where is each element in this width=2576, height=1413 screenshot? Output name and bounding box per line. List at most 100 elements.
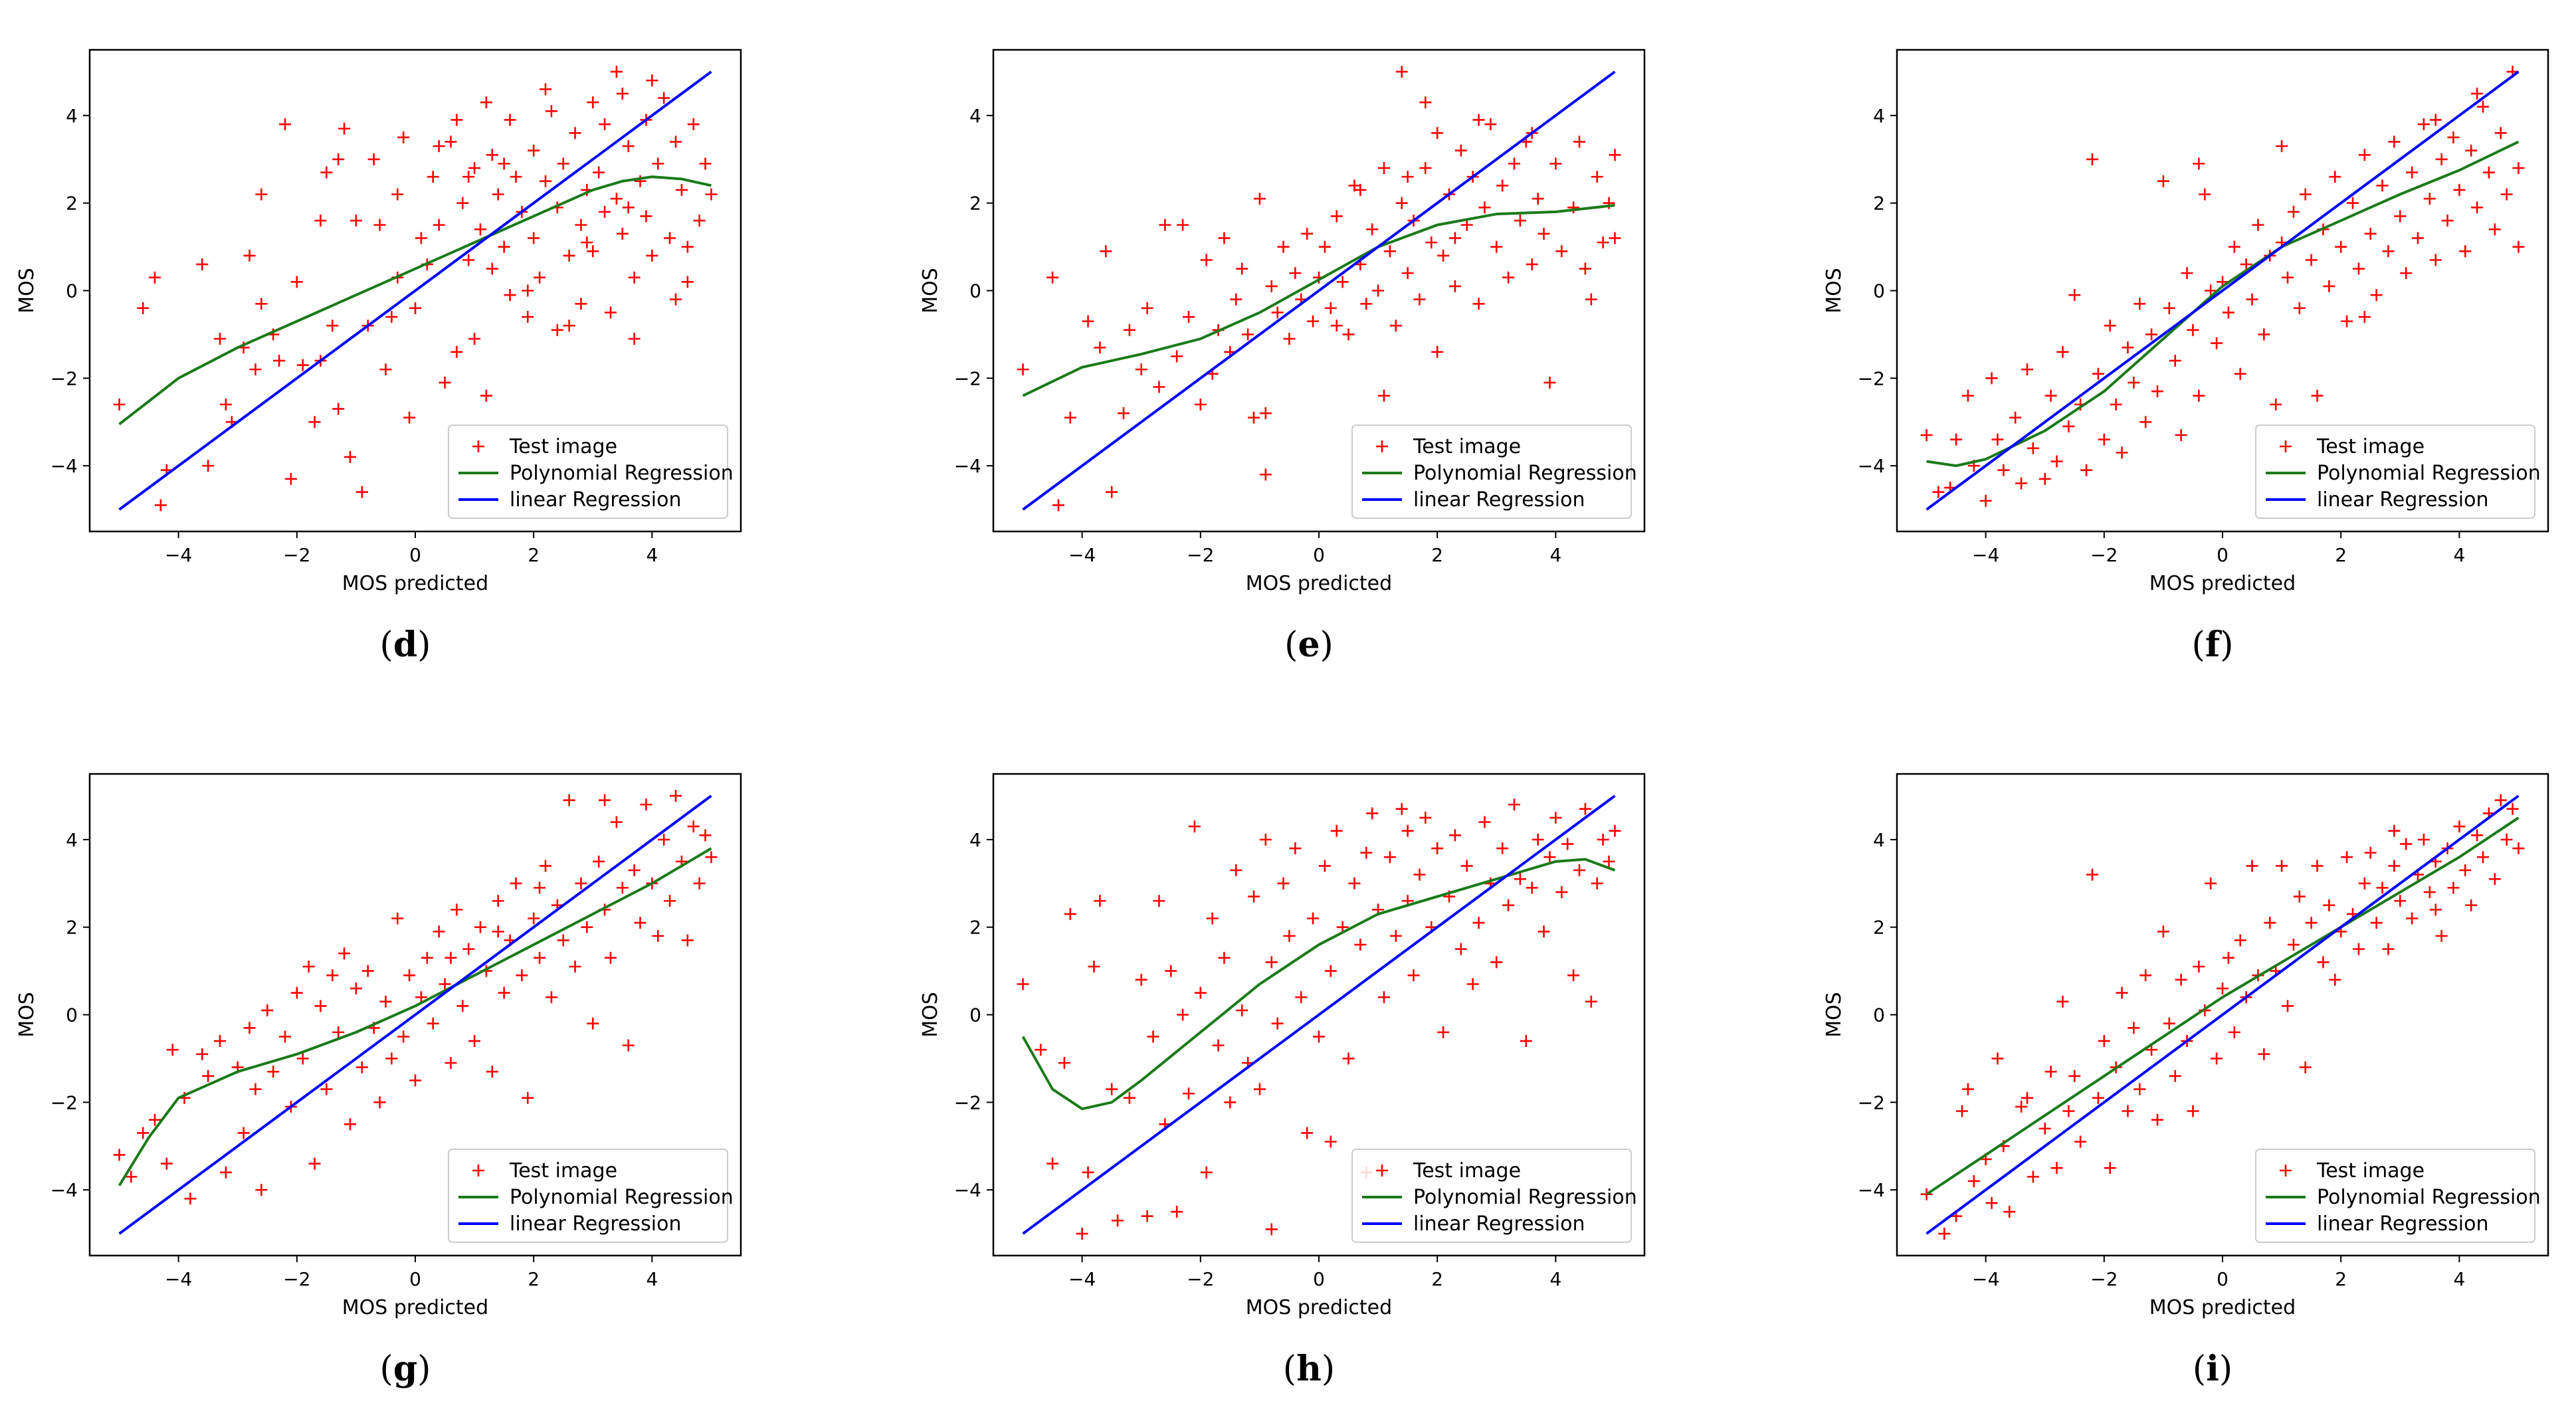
- scatter-point: [2329, 973, 2341, 986]
- scatter-point: [421, 951, 433, 964]
- scatter-point: [2364, 846, 2377, 859]
- scatter-point: [628, 271, 641, 284]
- x-tick-label: −4: [1068, 544, 1096, 566]
- scatter-point: [320, 166, 333, 179]
- scatter-point: [2068, 1070, 2081, 1082]
- scatter-point: [2169, 354, 2181, 367]
- scatter-point: [2400, 267, 2413, 280]
- scatter-point: [634, 175, 646, 187]
- scatter-point: [640, 210, 652, 223]
- scatter-point: [2494, 794, 2507, 806]
- y-tick-label: 4: [969, 105, 981, 127]
- scatter-point: [581, 921, 593, 933]
- y-tick-label: 0: [1873, 1004, 1885, 1026]
- scatter-point: [1389, 320, 1402, 332]
- x-tick-label: 2: [1431, 544, 1443, 566]
- scatter-point: [534, 271, 546, 284]
- scatter-point: [2358, 877, 2371, 890]
- scatter-point: [2038, 472, 2051, 485]
- scatter-point: [344, 450, 356, 463]
- scatter-point: [433, 140, 445, 152]
- x-tick-label: −2: [1187, 1268, 1214, 1290]
- scatter-point: [2128, 376, 2140, 389]
- scatter-point: [2234, 934, 2246, 947]
- scatter-point: [267, 1066, 280, 1078]
- scatter-point: [1171, 1206, 1183, 1218]
- scatter-point: [699, 829, 712, 842]
- scatter-point: [2376, 179, 2389, 192]
- scatter-point: [2252, 219, 2264, 231]
- scatter-point: [1532, 193, 1544, 205]
- scatter-point: [616, 227, 629, 240]
- scatter-point: [1555, 245, 1568, 258]
- scatter-point: [2027, 1171, 2039, 1183]
- scatter-point: [1938, 1228, 1951, 1240]
- scatter-point: [214, 333, 226, 345]
- scatter-point: [2506, 802, 2519, 815]
- y-tick-label: 2: [1873, 917, 1885, 939]
- scatter-point: [534, 882, 546, 894]
- scatter-point: [1520, 1035, 1532, 1048]
- y-tick-label: −2: [50, 1091, 78, 1113]
- panel-label-e: (e): [1284, 624, 1334, 665]
- scatter-point: [2050, 1162, 2063, 1175]
- scatter-point: [492, 895, 504, 907]
- scatter-point: [2175, 973, 2187, 986]
- scatter-point: [2447, 882, 2460, 894]
- scatter-point: [693, 215, 706, 227]
- legend-marker-scatter: [1376, 1165, 1388, 1177]
- scatter-point: [1301, 227, 1314, 240]
- scatter-point: [1537, 925, 1550, 938]
- scatter-point: [1230, 293, 1242, 306]
- scatter-point: [2500, 833, 2513, 846]
- scatter-point: [2074, 1135, 2087, 1148]
- polynomial-regression-line: [118, 175, 712, 426]
- scatter-point: [1017, 363, 1029, 376]
- scatter-point: [658, 833, 670, 846]
- scatter-point: [2352, 943, 2365, 955]
- scatter-point: [658, 92, 670, 104]
- scatter-point: [196, 258, 209, 270]
- scatter-point: [1218, 951, 1231, 964]
- scatter-point: [2092, 1091, 2104, 1104]
- x-tick-label: −2: [2090, 1268, 2118, 1290]
- scatter-point: [184, 1192, 197, 1205]
- scatter-point: [2376, 882, 2389, 894]
- scatter-point: [202, 1070, 215, 1082]
- scatter-point: [2228, 240, 2240, 253]
- scatter-point: [2311, 389, 2324, 402]
- scatter-point: [427, 1017, 439, 1030]
- scatter-point: [2205, 284, 2217, 297]
- scatter-point: [1123, 1091, 1136, 1104]
- panel-label-f: (f): [2191, 624, 2234, 665]
- x-tick-label: 2: [528, 1268, 540, 1290]
- scatter-point: [2021, 363, 2033, 376]
- scatter-point: [1194, 398, 1207, 411]
- x-tick-label: 2: [2335, 1268, 2347, 1290]
- scatter-point: [1295, 991, 1308, 1004]
- scatter-point: [2086, 868, 2098, 881]
- scatter-point: [2163, 302, 2175, 314]
- chart-i: −4 −2 0 2 4 4 2 0 −2 −4 MOS predicted MOS Test image…: [1823, 773, 2549, 1319]
- x-tick-label: −2: [2090, 544, 2118, 566]
- scatter-point: [2370, 917, 2383, 929]
- scatter-point: [1153, 895, 1165, 907]
- scatter-point: [2092, 367, 2104, 380]
- scatter-point: [545, 991, 557, 1004]
- scatter-point: [1401, 171, 1414, 183]
- scatter-point: [1064, 907, 1076, 920]
- scatter-point: [593, 855, 605, 868]
- x-tick-label: −4: [165, 1268, 192, 1290]
- scatter-point: [1100, 245, 1112, 258]
- scatter-point: [439, 978, 451, 990]
- scatter-point: [433, 925, 445, 938]
- scatter-point: [2465, 899, 2478, 911]
- scatter-point: [1395, 802, 1408, 815]
- scatter-point: [1342, 1052, 1355, 1065]
- scatter-point: [1112, 1214, 1124, 1227]
- y-tick-label: −4: [50, 455, 78, 477]
- scatter-point: [1372, 284, 1385, 297]
- scatter-point: [575, 219, 587, 231]
- legend-marker-scatter: [472, 1165, 484, 1177]
- panel-label-i: (i): [2192, 1349, 2233, 1389]
